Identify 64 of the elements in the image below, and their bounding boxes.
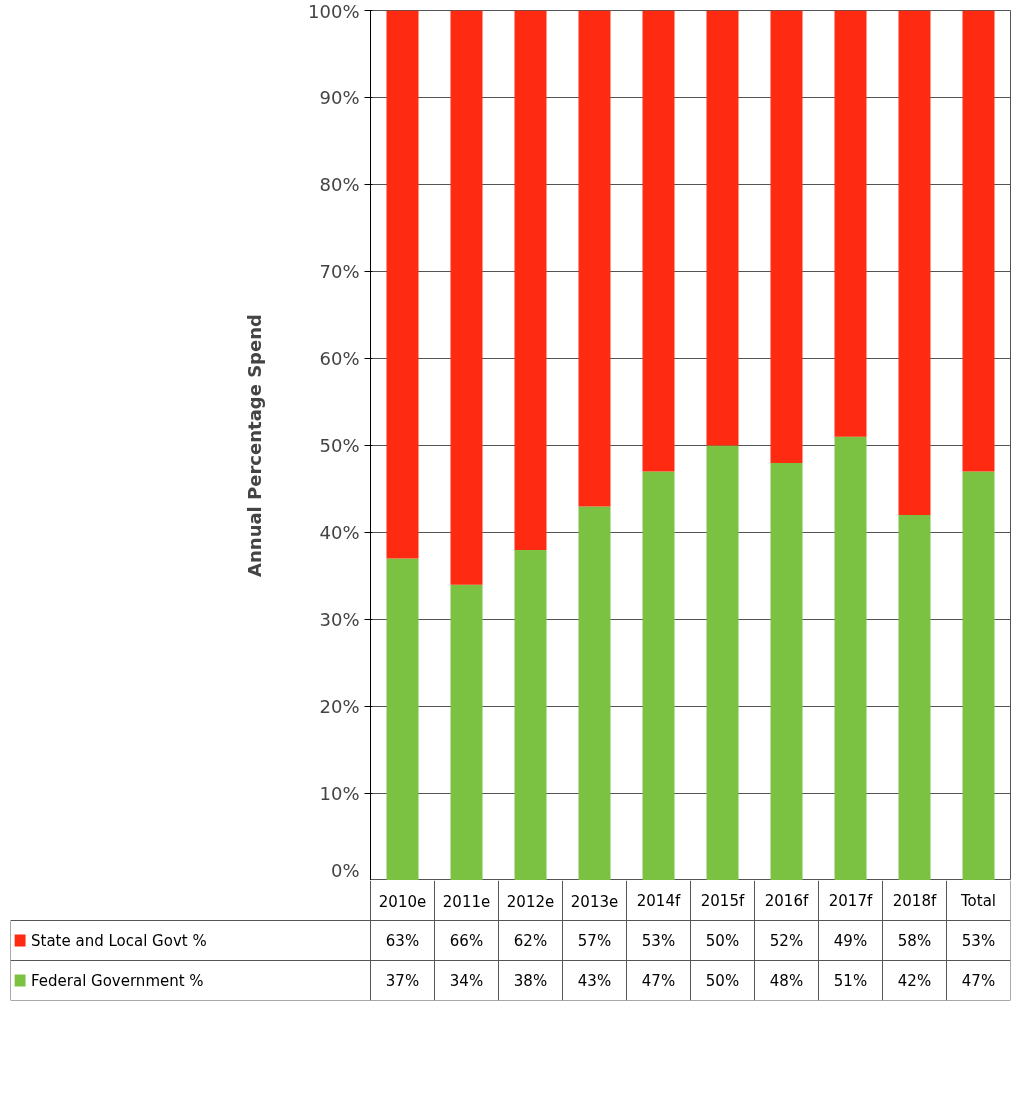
data-label: 57% <box>577 931 612 950</box>
y-tick-label: 70% <box>319 261 360 282</box>
data-label: 49% <box>833 931 868 950</box>
x-tick-label: 2017f <box>828 891 873 910</box>
y-axis-title: Annual Percentage Spend <box>244 314 266 577</box>
bar <box>706 445 739 880</box>
data-label: 51% <box>833 971 868 990</box>
bar <box>834 436 867 880</box>
y-tick-label: 100% <box>308 0 360 22</box>
data-label: 37% <box>385 971 420 990</box>
data-label: 47% <box>641 971 676 990</box>
data-label: 50% <box>705 971 740 990</box>
x-tick-label: 2010e <box>378 892 427 911</box>
bar <box>450 584 483 880</box>
legend-label: Federal Government % <box>30 971 204 990</box>
x-tick-label: 2018f <box>892 891 937 910</box>
y-tick-label: 80% <box>319 174 360 195</box>
data-label: 47% <box>961 971 996 990</box>
x-tick-label: 2013e <box>570 892 619 911</box>
bar <box>770 10 803 463</box>
data-label: 43% <box>577 971 612 990</box>
bar <box>770 462 803 880</box>
bar <box>514 549 547 880</box>
y-tick-label: 40% <box>319 522 360 543</box>
bar <box>386 10 419 559</box>
data-label: 53% <box>641 931 676 950</box>
bar <box>962 471 995 880</box>
data-label: 66% <box>449 931 484 950</box>
y-tick-label: 50% <box>319 435 360 456</box>
legend-label: State and Local Govt % <box>30 931 207 950</box>
bar <box>898 10 931 516</box>
bar <box>450 10 483 585</box>
y-tick-label: 10% <box>319 783 360 804</box>
x-tick-label: Total <box>959 891 997 910</box>
x-tick-label: 2012e <box>506 892 555 911</box>
y-tick-label: 30% <box>319 609 360 630</box>
bar <box>642 10 675 472</box>
bar <box>962 10 995 472</box>
x-tick-label: 2015f <box>700 891 745 910</box>
bar <box>834 10 867 437</box>
y-tick-label: 90% <box>319 87 360 108</box>
bar <box>386 558 419 880</box>
data-label: 63% <box>385 931 420 950</box>
data-label: 48% <box>769 971 804 990</box>
bar <box>898 515 931 880</box>
bar <box>706 10 739 446</box>
bar <box>578 10 611 507</box>
data-label: 52% <box>769 931 804 950</box>
y-tick-label: 0% <box>330 859 360 881</box>
data-label: 53% <box>961 931 996 950</box>
data-label: 62% <box>513 931 548 950</box>
y-tick-label: 60% <box>319 348 360 369</box>
x-tick-label: 2016f <box>764 891 809 910</box>
bar <box>578 506 611 880</box>
data-label: 42% <box>897 971 932 990</box>
data-label: 38% <box>513 971 548 990</box>
y-tick-label: 20% <box>319 696 360 717</box>
x-tick-label: 2014f <box>636 891 681 910</box>
data-label: 50% <box>705 931 740 950</box>
data-label: 58% <box>897 931 932 950</box>
bar <box>514 10 547 550</box>
bar <box>642 471 675 880</box>
x-tick-label: 2011e <box>442 892 491 911</box>
data-label: 34% <box>449 971 484 990</box>
